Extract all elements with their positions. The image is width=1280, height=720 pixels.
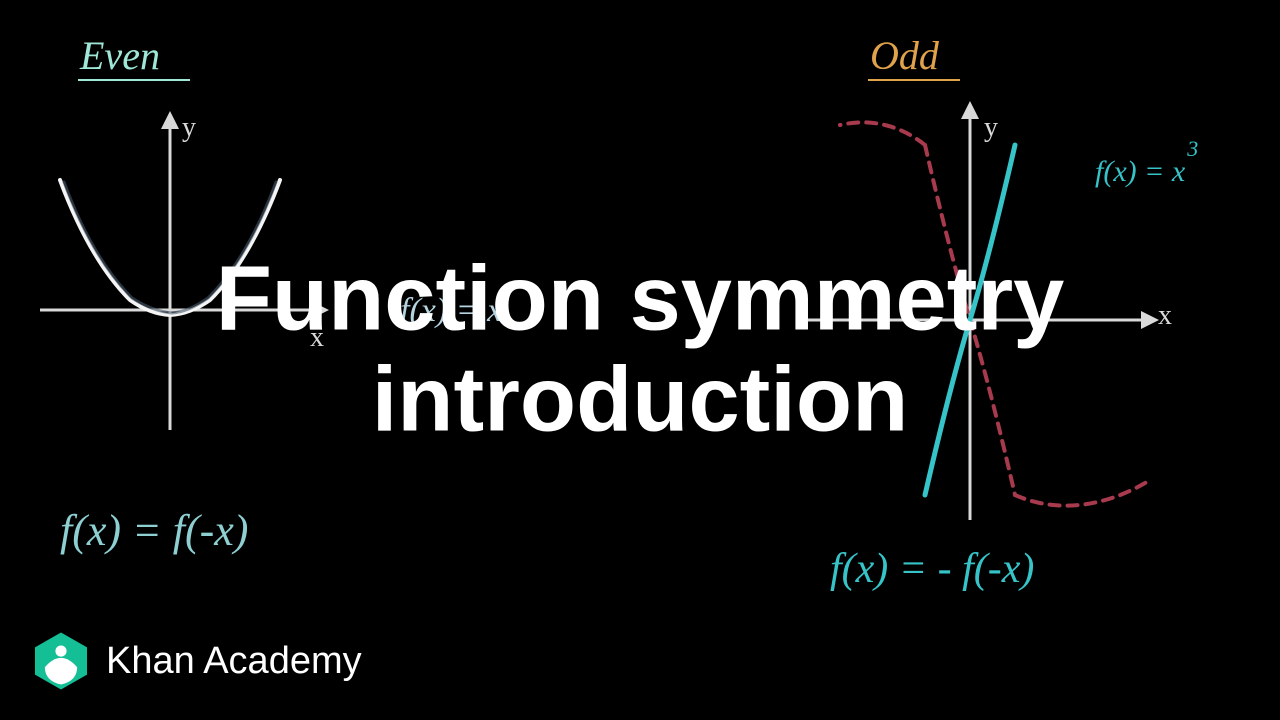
odd-reflected-tail — [1015, 480, 1150, 506]
even-heading: Even — [80, 32, 160, 79]
even-y-label: y — [182, 112, 196, 144]
odd-fx-eq-sup: 3 — [1187, 136, 1198, 161]
odd-y-label: y — [984, 112, 998, 144]
odd-reflected-top — [840, 122, 925, 145]
odd-x-label: x — [1158, 300, 1172, 332]
odd-identity: f(x) = - f(-x) — [830, 545, 1034, 593]
odd-fx-eq: f(x) = x3 — [1095, 150, 1196, 189]
odd-heading: Odd — [870, 32, 939, 79]
brand: Khan Academy — [30, 630, 362, 692]
video-title: Function symmetry introduction — [216, 249, 1065, 451]
even-identity: f(x) = f(-x) — [60, 505, 248, 556]
odd-fx-eq-text: f(x) = x — [1095, 155, 1185, 188]
title-line-2: introduction — [216, 350, 1065, 451]
khan-logo-icon — [30, 630, 92, 692]
brand-name: Khan Academy — [106, 640, 362, 683]
title-line-1: Function symmetry — [216, 249, 1065, 350]
